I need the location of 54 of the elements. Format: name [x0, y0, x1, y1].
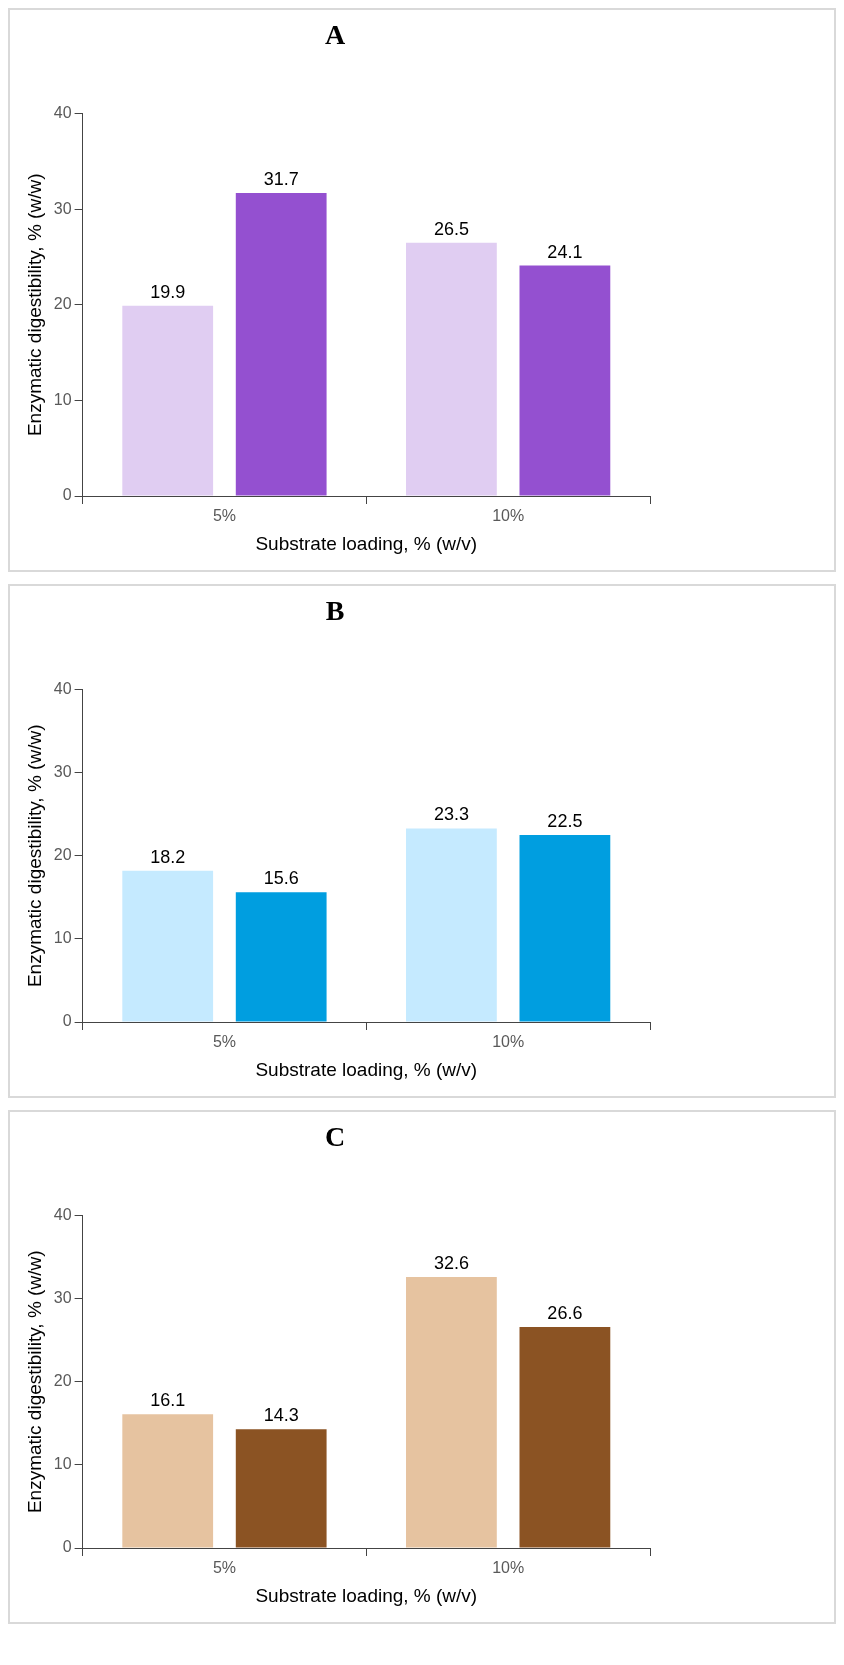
- data-label: 26.5: [433, 218, 469, 239]
- bar: [519, 265, 611, 496]
- bar: [122, 1414, 214, 1548]
- data-label: 16.1: [150, 1390, 186, 1411]
- chart-title: B: [325, 595, 345, 627]
- y-tick-label: 30: [53, 199, 72, 217]
- y-tick-label: 10: [53, 1455, 72, 1473]
- bar: [235, 192, 327, 496]
- bar: [519, 1326, 611, 1548]
- bar: [406, 242, 497, 496]
- y-tick-label: 40: [53, 680, 72, 698]
- x-tick-label: 5%: [212, 1033, 237, 1051]
- bar: [235, 892, 327, 1022]
- bar: [235, 1429, 327, 1548]
- x-axis-title: Substrate loading, % (w/v): [255, 532, 478, 554]
- y-tick-label: 10: [53, 390, 72, 408]
- y-axis-title: Enzymatic digestibility, % (w/w): [23, 724, 45, 988]
- y-tick-label: 40: [53, 104, 72, 122]
- data-label: 19.9: [150, 281, 186, 302]
- x-axis-title: Substrate loading, % (w/v): [255, 1584, 478, 1606]
- chart-title: A: [324, 19, 346, 51]
- y-tick-label: 0: [62, 1538, 72, 1556]
- bar: [406, 1277, 497, 1548]
- x-tick-label: 10%: [492, 1033, 525, 1051]
- y-tick-label: 0: [62, 486, 72, 504]
- x-tick-label: 10%: [492, 507, 525, 525]
- bar: [519, 835, 611, 1022]
- y-tick-label: 20: [53, 295, 72, 313]
- x-axis-title: Substrate loading, % (w/v): [255, 1058, 478, 1080]
- y-axis-title: Enzymatic digestibility, % (w/w): [23, 173, 45, 437]
- data-label: 31.7: [263, 168, 299, 189]
- y-tick-label: 20: [53, 846, 72, 864]
- y-tick-label: 30: [53, 1289, 72, 1307]
- y-tick-label: 20: [53, 1372, 72, 1390]
- data-label: 14.3: [263, 1405, 299, 1426]
- data-label: 15.6: [263, 868, 299, 889]
- bar: [122, 870, 214, 1022]
- data-label: 22.5: [547, 810, 583, 831]
- x-tick-label: 10%: [492, 1559, 525, 1577]
- y-axis-title: Enzymatic digestibility, % (w/w): [23, 1250, 45, 1514]
- data-label: 24.1: [547, 241, 583, 262]
- data-label: 26.6: [547, 1302, 583, 1323]
- chart-title: C: [324, 1121, 346, 1153]
- data-label: 32.6: [433, 1253, 469, 1274]
- y-tick-label: 0: [62, 1012, 72, 1030]
- data-label: 18.2: [150, 846, 186, 867]
- y-tick-label: 30: [53, 763, 72, 781]
- x-tick-label: 5%: [212, 507, 237, 525]
- x-tick-label: 5%: [212, 1559, 237, 1577]
- bar: [406, 828, 497, 1022]
- y-tick-label: 40: [53, 1206, 72, 1224]
- bar: [122, 305, 214, 496]
- data-label: 23.3: [433, 804, 469, 825]
- y-tick-label: 10: [53, 929, 72, 947]
